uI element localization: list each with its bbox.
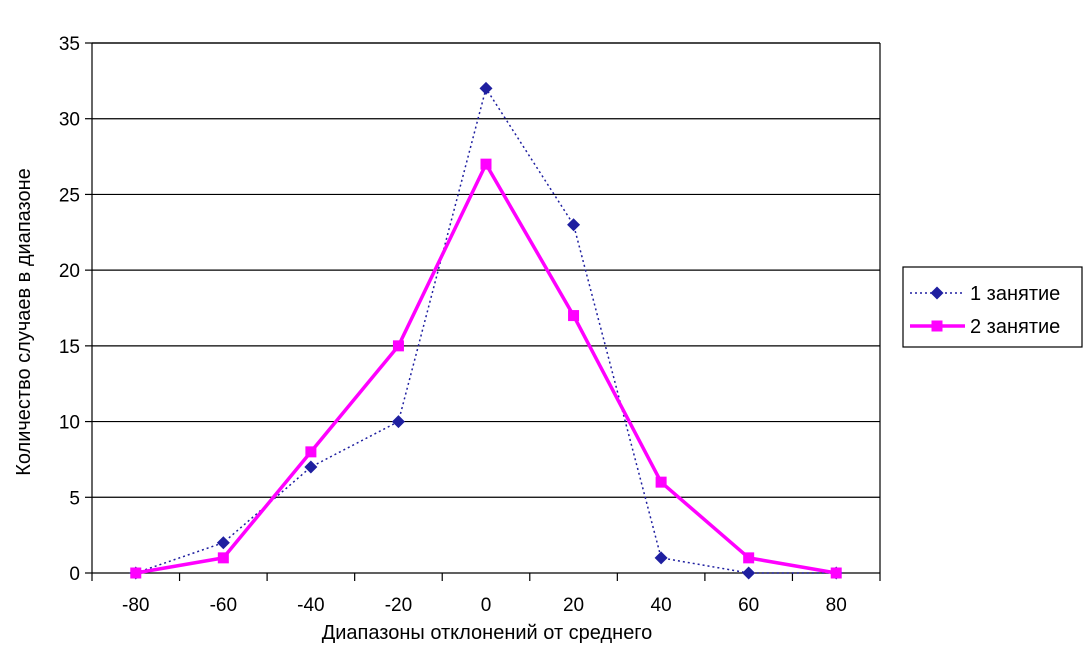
y-tick-label: 0 bbox=[69, 564, 80, 585]
y-tick-label: 20 bbox=[59, 261, 80, 282]
x-tick-label: -60 bbox=[210, 595, 237, 616]
marker-diamond bbox=[391, 415, 405, 429]
marker-diamond bbox=[930, 286, 944, 300]
marker-diamond bbox=[479, 81, 493, 95]
x-axis-label: Диапазоны отклонений от среднего bbox=[322, 622, 653, 644]
marker-square bbox=[655, 476, 667, 488]
x-tick-label: -20 bbox=[385, 595, 412, 616]
marker-diamond bbox=[216, 536, 230, 550]
marker-square bbox=[217, 552, 229, 564]
legend: 1 занятие 2 занятие bbox=[902, 266, 1083, 348]
marker-square bbox=[830, 567, 842, 579]
marker-square bbox=[392, 340, 404, 352]
marker-diamond bbox=[742, 566, 756, 580]
series-2 bbox=[130, 158, 842, 579]
legend-label: 2 занятие bbox=[970, 316, 1060, 338]
x-tick-label: 40 bbox=[651, 595, 672, 616]
series-line bbox=[135, 162, 837, 575]
marker-square bbox=[931, 320, 943, 332]
series-layer bbox=[129, 81, 843, 580]
legend-label: 1 занятие bbox=[970, 283, 1060, 305]
marker-square bbox=[130, 567, 142, 579]
marker-square bbox=[480, 158, 492, 170]
y-tick-label: 15 bbox=[59, 337, 80, 358]
gridlines bbox=[92, 42, 880, 498]
legend-item: 1 занятие bbox=[910, 283, 1060, 305]
y-axis-label: Количество случаев в диапазоне bbox=[13, 168, 35, 476]
y-tick-label: 30 bbox=[59, 110, 80, 131]
marker-diamond bbox=[567, 218, 581, 232]
y-tick-label: 5 bbox=[69, 488, 80, 509]
legend-box bbox=[902, 266, 1083, 348]
series-1 bbox=[129, 81, 843, 580]
x-tick-label: 20 bbox=[563, 595, 584, 616]
y-axis-ticks: 0 5 10 15 20 25 30 35 bbox=[59, 34, 92, 585]
x-tick-label: -80 bbox=[122, 595, 149, 616]
marker-diamond bbox=[654, 551, 668, 565]
x-axis-ticks: -80 -60 -40 -20 0 20 40 60 80 bbox=[91, 573, 881, 616]
x-tick-label: 60 bbox=[738, 595, 759, 616]
axes bbox=[91, 42, 881, 574]
marker-square bbox=[305, 446, 317, 458]
marker-diamond bbox=[304, 460, 318, 474]
x-tick-label: 0 bbox=[481, 595, 492, 616]
y-tick-label: 35 bbox=[59, 34, 80, 55]
legend-item: 2 занятие bbox=[910, 316, 1060, 338]
x-tick-label: 80 bbox=[826, 595, 847, 616]
x-tick-label: -40 bbox=[297, 595, 324, 616]
marker-square bbox=[743, 552, 755, 564]
y-tick-label: 25 bbox=[59, 185, 80, 206]
marker-square bbox=[568, 310, 580, 322]
y-tick-label: 10 bbox=[59, 413, 80, 434]
